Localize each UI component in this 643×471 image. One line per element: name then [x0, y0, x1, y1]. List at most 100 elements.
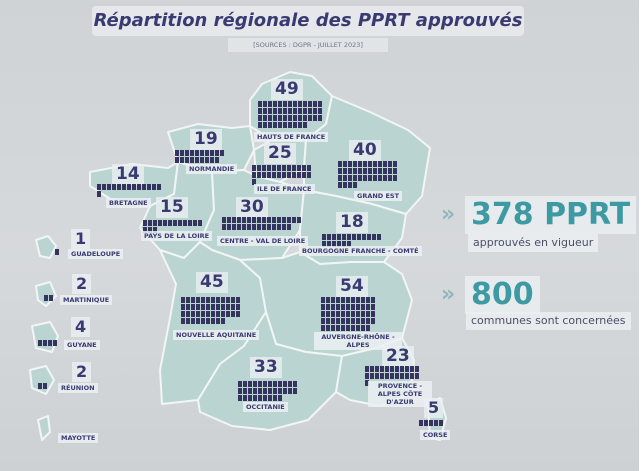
pprt-block-nouvelle-aquitaine-unit	[211, 297, 215, 303]
pprt-block-hauts-de-france-unit	[263, 108, 267, 114]
pprt-block-centre-val-de-loire-unit	[237, 217, 241, 223]
region-count-auvergne-rhone-alpes: 54	[336, 276, 368, 297]
pprt-block-bretagne-unit	[147, 184, 151, 190]
pprt-block-grand-est-unit	[378, 168, 382, 174]
pprt-block-bourgogne-franche-comte-unit	[337, 241, 341, 247]
pprt-block-grand-est-unit	[368, 175, 372, 181]
pprt-block-provence-alpes-cote-dazur-unit	[380, 373, 384, 379]
pprt-block-bourgogne-franche-comte-unit	[347, 234, 351, 240]
pprt-block-grand-est-unit	[393, 168, 397, 174]
pprt-block-corse-unit	[429, 420, 433, 426]
pprt-block-ile-de-france-unit	[307, 165, 311, 171]
pprt-block-nouvelle-aquitaine-unit	[196, 304, 200, 310]
island-shape-martinique	[35, 281, 57, 307]
pprt-block-hauts-de-france-unit	[273, 108, 277, 114]
region-count-provence-alpes-cote-dazur: 23	[382, 346, 414, 367]
pprt-block-ile-de-france-unit	[252, 179, 256, 185]
pprt-block-normandie-unit	[190, 150, 194, 156]
pprt-block-nouvelle-aquitaine-unit	[206, 297, 210, 303]
pprt-block-nouvelle-aquitaine-unit	[211, 304, 215, 310]
pprt-block-auvergne-rhone-alpes-unit	[351, 325, 355, 331]
pprt-block-ile-de-france-unit	[287, 172, 291, 178]
overseas-count-guadeloupe: 1	[71, 229, 91, 249]
pprt-block-occitanie-unit	[283, 381, 287, 387]
pprt-block-hauts-de-france-unit	[258, 122, 262, 128]
pprt-block-nouvelle-aquitaine-unit	[181, 297, 185, 303]
pprt-block-pays-de-la-loire-unit	[198, 220, 202, 226]
region-blocks-provence-alpes-cote-dazur	[365, 366, 420, 386]
pprt-block-hauts-de-france-unit	[293, 122, 297, 128]
region-label-centre-val-de-loire: CENTRE - VAL DE LOIRE	[217, 236, 309, 246]
pprt-block-centre-val-de-loire-unit	[282, 224, 286, 230]
pprt-block-occitanie-unit	[273, 381, 277, 387]
pprt-block-nouvelle-aquitaine-unit	[216, 297, 220, 303]
region-label-ile-de-france: ILE DE FRANCE	[254, 184, 315, 194]
pprt-block-hauts-de-france-unit	[278, 122, 282, 128]
pprt-block-centre-val-de-loire-unit	[267, 224, 271, 230]
overseas-label-guadeloupe: GUADELOUPE	[68, 249, 124, 259]
pprt-block-nouvelle-aquitaine-unit	[201, 297, 205, 303]
pprt-block-occitanie-unit	[263, 388, 267, 394]
pprt-block-bretagne-unit	[102, 184, 106, 190]
pprt-block-auvergne-rhone-alpes-unit	[331, 297, 335, 303]
pprt-block-grand-est-unit	[378, 161, 382, 167]
pprt-block-occitanie-unit	[273, 388, 277, 394]
region-blocks-normandie	[175, 150, 225, 163]
pprt-block-bourgogne-franche-comte-unit	[352, 234, 356, 240]
pprt-block-ile-de-france-unit	[287, 165, 291, 171]
pprt-block-pays-de-la-loire-unit	[153, 227, 157, 233]
pprt-block-auvergne-rhone-alpes-unit	[356, 325, 360, 331]
pprt-block-pays-de-la-loire-unit	[183, 220, 187, 226]
pprt-block-bourgogne-franche-comte-unit	[357, 234, 361, 240]
pprt-block-centre-val-de-loire-unit	[227, 224, 231, 230]
pprt-block-hauts-de-france-unit	[268, 101, 272, 107]
pprt-block-hauts-de-france-unit	[263, 101, 267, 107]
pprt-block-provence-alpes-cote-dazur-unit	[365, 380, 369, 386]
pprt-block-auvergne-rhone-alpes-unit	[331, 325, 335, 331]
pprt-block-nouvelle-aquitaine-unit	[191, 318, 195, 324]
pprt-block-ile-de-france-unit	[297, 172, 301, 178]
pprt-block-pays-de-la-loire-unit	[153, 220, 157, 226]
pprt-block-occitanie-unit	[283, 388, 287, 394]
pprt-block-occitanie-unit	[273, 395, 277, 401]
pprt-block-ile-de-france-unit	[272, 172, 276, 178]
pprt-block-provence-alpes-cote-dazur-unit	[405, 366, 409, 372]
pprt-block-occitanie-unit	[268, 381, 272, 387]
pprt-block-auvergne-rhone-alpes-unit	[361, 318, 365, 324]
pprt-block-bretagne-unit	[137, 184, 141, 190]
pprt-block-normandie-unit	[180, 157, 184, 163]
pprt-block-hauts-de-france-unit	[303, 101, 307, 107]
pprt-block-centre-val-de-loire-unit	[277, 224, 281, 230]
pprt-block-centre-val-de-loire-unit	[287, 224, 291, 230]
pprt-block-auvergne-rhone-alpes-unit	[341, 297, 345, 303]
pprt-block-bourgogne-franche-comte-unit	[337, 234, 341, 240]
pprt-block-grand-est-unit	[358, 175, 362, 181]
pprt-block-occitanie-unit	[278, 388, 282, 394]
pprt-block-auvergne-rhone-alpes-unit	[361, 304, 365, 310]
region-blocks-occitanie	[238, 381, 298, 401]
pprt-block-hauts-de-france-unit	[283, 108, 287, 114]
pprt-block-guyane-unit	[43, 340, 47, 346]
pprt-block-centre-val-de-loire-unit	[287, 217, 291, 223]
overseas-blocks-reunion	[38, 383, 50, 389]
pprt-block-normandie-unit	[215, 150, 219, 156]
pprt-block-bourgogne-franche-comte-unit	[327, 241, 331, 247]
pprt-block-auvergne-rhone-alpes-unit	[366, 311, 370, 317]
pprt-block-occitanie-unit	[288, 381, 292, 387]
region-label-provence-alpes-cote-dazur: PROVENCE - ALPES CÔTE D'AZUR	[368, 381, 432, 407]
island-shape-guyane	[31, 321, 59, 353]
region-blocks-nouvelle-aquitaine	[181, 297, 241, 324]
pprt-block-auvergne-rhone-alpes-unit	[346, 318, 350, 324]
region-blocks-centre-val-de-loire	[222, 217, 302, 230]
pprt-block-nouvelle-aquitaine-unit	[216, 304, 220, 310]
pprt-block-normandie-unit	[175, 157, 179, 163]
pprt-block-nouvelle-aquitaine-unit	[191, 311, 195, 317]
pprt-block-pays-de-la-loire-unit	[193, 220, 197, 226]
pprt-block-grand-est-unit	[338, 175, 342, 181]
pprt-block-guadeloupe-unit	[55, 249, 59, 255]
pprt-block-nouvelle-aquitaine-unit	[236, 297, 240, 303]
pprt-block-corse-unit	[439, 420, 443, 426]
region-label-corse: CORSE	[420, 430, 451, 440]
pprt-block-provence-alpes-cote-dazur-unit	[370, 373, 374, 379]
region-blocks-corse	[419, 420, 449, 426]
